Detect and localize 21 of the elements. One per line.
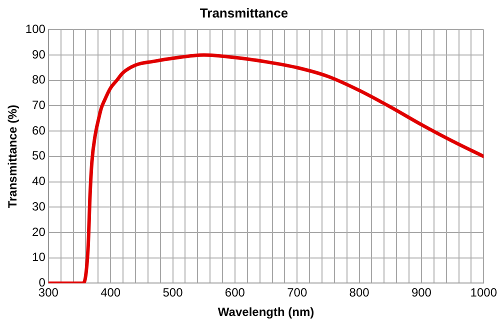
x-tick-label: 300 bbox=[38, 286, 59, 300]
y-tick-label: 70 bbox=[32, 98, 46, 112]
y-tick-label: 100 bbox=[25, 22, 46, 36]
x-tick-label: 900 bbox=[411, 286, 432, 300]
y-tick-label: 40 bbox=[32, 174, 46, 188]
y-tick-label: 80 bbox=[32, 72, 46, 87]
x-tick-label: 1000 bbox=[470, 286, 498, 300]
y-tick-label: 20 bbox=[32, 224, 46, 239]
y-tick-label: 30 bbox=[32, 199, 46, 214]
x-tick-label: 800 bbox=[349, 286, 370, 300]
x-tick-label: 700 bbox=[287, 286, 308, 300]
y-tick-label: 90 bbox=[32, 47, 46, 62]
x-tick-label: 400 bbox=[100, 286, 121, 300]
chart-title: Transmittance bbox=[200, 5, 288, 20]
y-tick-label: 60 bbox=[32, 123, 46, 138]
y-axis-title: Transmittance (%) bbox=[6, 104, 20, 208]
x-tick-label: 600 bbox=[224, 286, 246, 300]
y-tick-label: 10 bbox=[32, 250, 46, 264]
x-tick-label: 500 bbox=[162, 286, 184, 300]
x-axis-title: Wavelength (nm) bbox=[218, 305, 314, 320]
y-tick-label: 50 bbox=[32, 148, 46, 163]
